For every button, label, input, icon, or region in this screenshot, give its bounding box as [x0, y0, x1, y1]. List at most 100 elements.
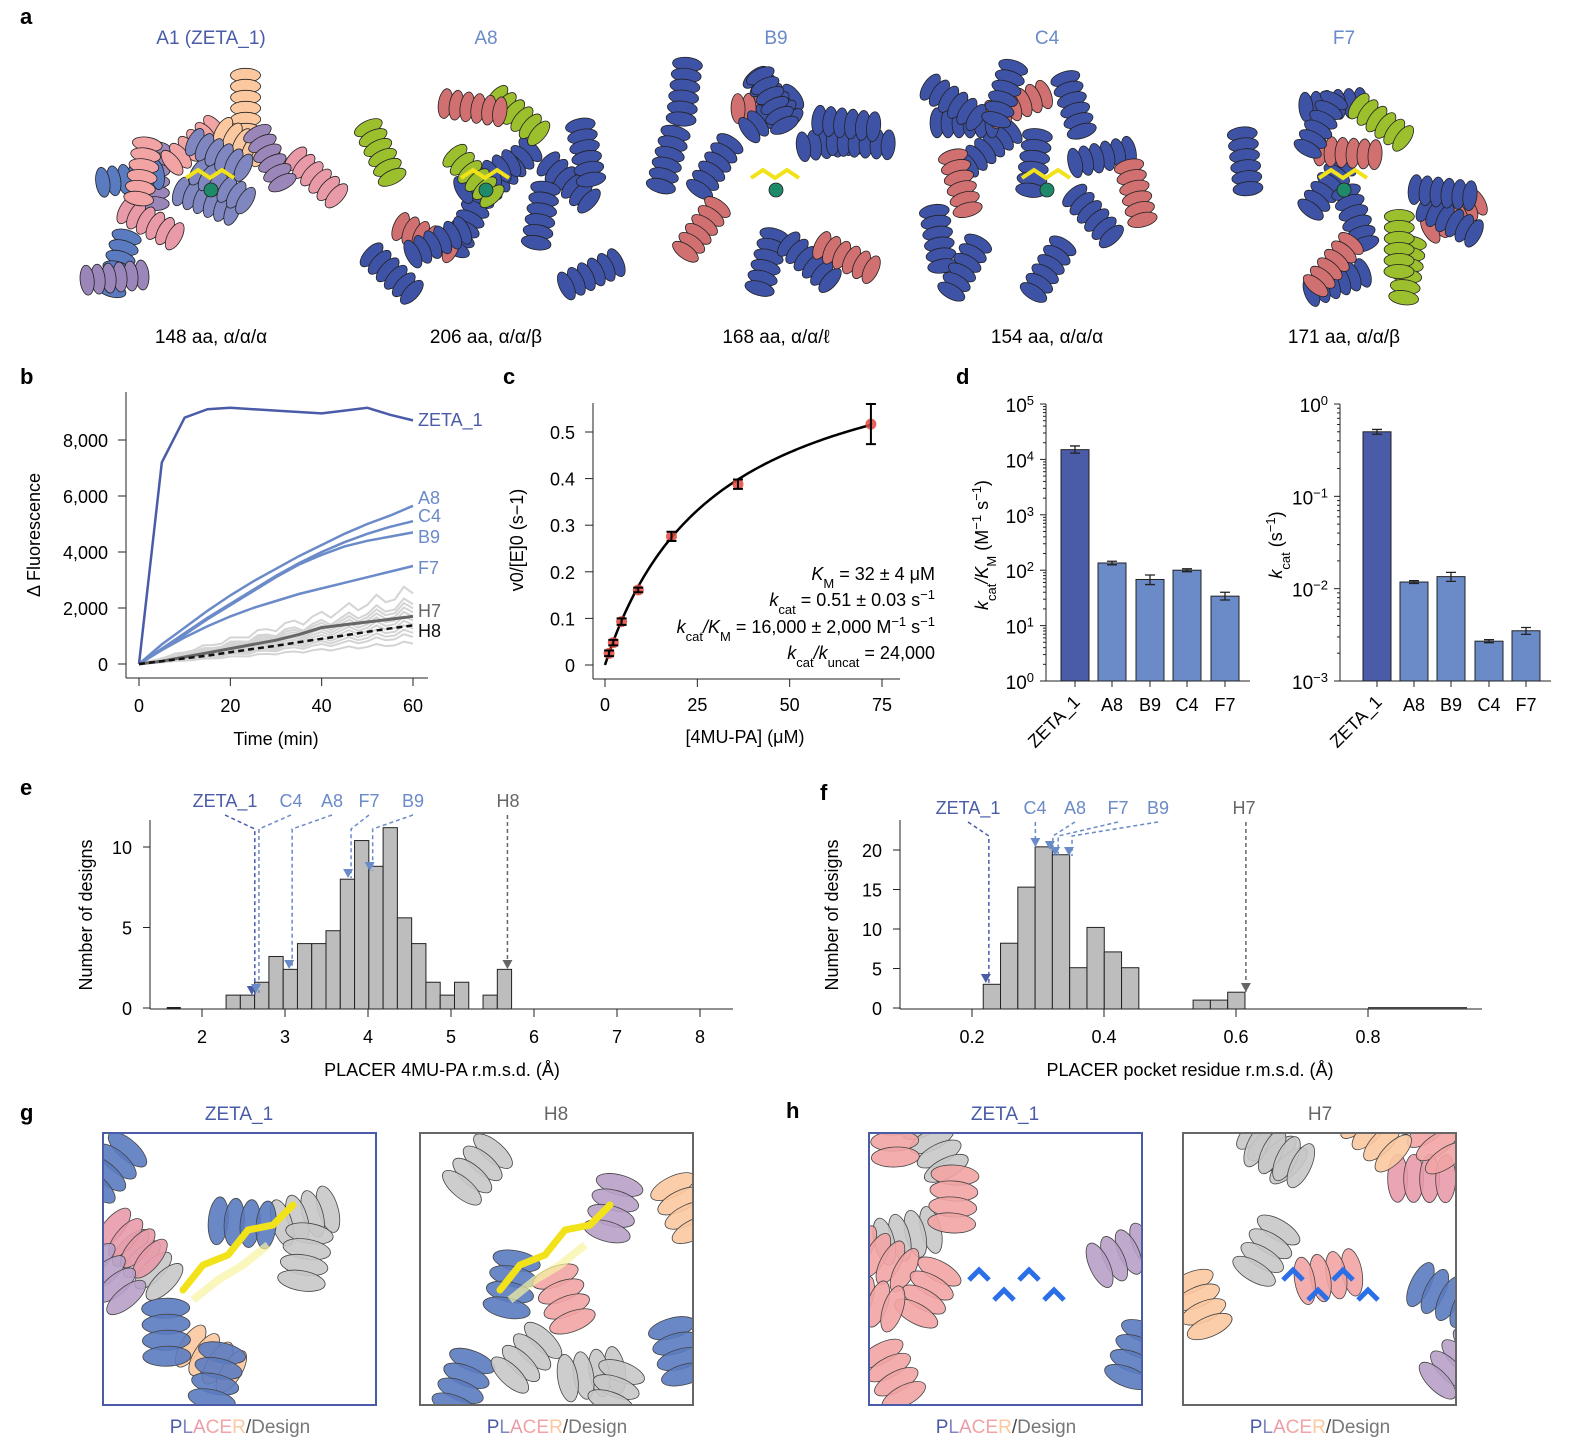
helix-turn	[106, 1279, 147, 1316]
ligand-design	[190, 1241, 271, 1304]
x-tick-label: ZETA_1	[1326, 692, 1387, 753]
bar-a8	[1097, 562, 1127, 682]
helix-turn	[79, 264, 95, 296]
x-tick-label: 60	[403, 696, 423, 716]
helix-turn	[549, 1308, 596, 1335]
helix-turn	[403, 239, 423, 269]
legend-letter: R	[1312, 1417, 1326, 1438]
legend-letter: C	[1286, 1417, 1300, 1438]
helix-turn	[1232, 1255, 1276, 1287]
y-tick-label: 0.1	[550, 609, 575, 629]
histogram-bar	[982, 983, 1002, 1010]
helix-turn	[1388, 290, 1419, 306]
y-tick-label: 104	[1006, 448, 1034, 473]
helix-ribbon	[665, 56, 703, 127]
marker-label: A8	[321, 791, 343, 811]
helix-turn	[490, 1356, 529, 1394]
helix-turn	[557, 271, 576, 301]
series-label: F7	[418, 558, 439, 578]
x-tick-label: 0	[134, 696, 144, 716]
series-line-f7	[138, 564, 414, 666]
helix-turn	[861, 255, 881, 284]
helix-ribbon	[583, 1173, 644, 1244]
placer-design-legend: PLACER/Design	[936, 1417, 1077, 1438]
marker-arrowhead	[250, 984, 261, 993]
panel-label-e: e	[20, 775, 32, 800]
ligand-stick	[184, 167, 236, 181]
error-bar	[604, 649, 615, 658]
helix-ribbon	[1397, 1133, 1456, 1175]
x-tick-label: F7	[1214, 695, 1235, 715]
protein-structure-b9	[645, 56, 896, 297]
structure-caption: 171 aa, α/α/β	[1288, 327, 1400, 348]
y-tick-label: 5	[872, 960, 882, 980]
y-axis-label: kcat (s−1)	[1263, 511, 1293, 578]
helix-ribbon	[1067, 135, 1137, 179]
helix-turn	[1449, 1283, 1456, 1328]
helix-ribbon	[123, 136, 163, 207]
panel-c-michaelis-menten-chart: [4MU-PA] (μM) v0/[E]0 (s−1) KM = 32 ± 4 …	[507, 403, 935, 747]
helix-turn	[865, 111, 882, 142]
helix-turn	[1232, 181, 1264, 197]
helix-turn	[103, 1155, 127, 1192]
helix-turn	[233, 153, 254, 182]
helix-turn	[927, 1212, 977, 1234]
x-tick-label: 0.2	[959, 1027, 984, 1047]
helix-ribbon	[672, 196, 731, 263]
sidechain-stick	[1017, 1266, 1041, 1282]
y-axis-label: Number of designs	[822, 839, 842, 990]
y-tick-label: 0	[98, 655, 108, 675]
helix-turn	[142, 1345, 192, 1367]
panel-label-c: c	[503, 364, 515, 389]
marker-arrow-line	[224, 814, 256, 995]
x-tick-label: A8	[1403, 695, 1425, 715]
panel-label-f: f	[820, 780, 828, 805]
marker-label: C4	[1023, 798, 1046, 818]
error-bar	[616, 617, 627, 626]
helix-ribbon	[103, 1243, 147, 1316]
histogram-bar	[268, 955, 284, 1010]
helix-turn	[431, 1392, 478, 1405]
h-right-title: H7	[1308, 1104, 1332, 1125]
helix-turn	[324, 183, 349, 209]
histogram-bar	[1192, 999, 1211, 1010]
sidechain-stick	[1281, 1266, 1305, 1282]
structure-overlay	[1183, 1133, 1456, 1400]
y-tick-label: 8,000	[63, 431, 108, 451]
bar-b9	[1135, 578, 1165, 682]
series-label: H7	[418, 601, 441, 621]
helix-ribbon	[938, 148, 983, 218]
metal-ion	[1336, 182, 1352, 198]
x-tick-label: 0.6	[1223, 1027, 1248, 1047]
helix-turn	[830, 1268, 864, 1320]
histogram-bar	[339, 878, 356, 1010]
legend-letter: E	[985, 1417, 998, 1438]
x-tick-label: B9	[1139, 695, 1161, 715]
h-left-title: ZETA_1	[971, 1104, 1039, 1125]
panel-label-b: b	[20, 364, 33, 389]
helix-turn	[981, 111, 1011, 129]
legend-letter: C	[523, 1417, 537, 1438]
helix-turn	[645, 177, 676, 195]
helix-turn	[1464, 219, 1484, 248]
protein-structure-a1	[79, 67, 349, 299]
panel-d-kcat-bar-chart: kcat (s−1) 10−3 10−2 10−1 100 ZETA_1 A8 B9 C4 F7	[1263, 393, 1551, 753]
structure-overlay	[103, 1133, 341, 1405]
sidechain-stick	[1306, 1286, 1330, 1302]
helix-turn	[164, 222, 185, 251]
helix-turn	[870, 1146, 920, 1168]
helix-ribbon	[650, 1172, 693, 1244]
error-bar	[608, 638, 619, 647]
helix-turn	[965, 104, 987, 131]
helix-turn	[1374, 1134, 1412, 1173]
helix-turn	[1019, 282, 1048, 303]
structure-caption: 168 aa, α/α/ℓ	[722, 327, 829, 348]
marker-label: H7	[1232, 798, 1255, 818]
x-tick-label: 2	[197, 1027, 207, 1047]
panel-e-ligand-rmsd-histogram: PLACER 4MU-PA r.m.s.d. (Å) Number of des…	[76, 791, 733, 1080]
helix-ribbon	[359, 242, 424, 305]
legend-slash: /	[1012, 1417, 1018, 1438]
legend-letter: R	[232, 1417, 246, 1438]
structure-caption: 206 aa, α/α/β	[430, 327, 542, 348]
marker-label: H8	[496, 791, 519, 811]
